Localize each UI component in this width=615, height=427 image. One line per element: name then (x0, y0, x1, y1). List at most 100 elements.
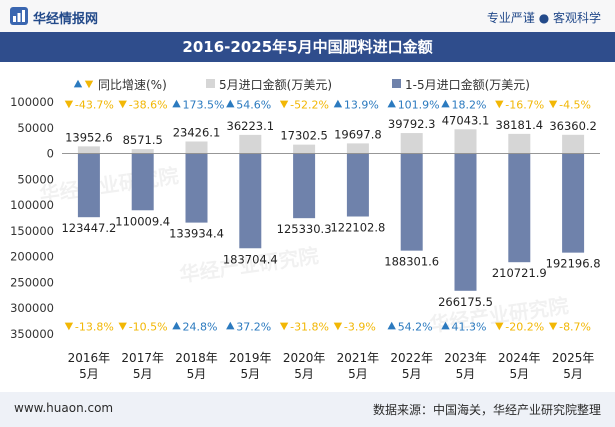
yoy-down-icon (279, 100, 289, 109)
x-tick-label: 2025年 (552, 351, 595, 365)
label-ytd-value: 125330.3 (277, 222, 332, 236)
label-yoy-may: 18.2% (452, 99, 487, 112)
label-yoy-ytd: -3.9% (344, 321, 376, 334)
x-tick-label: 2018年 (175, 351, 218, 365)
bar-may (293, 144, 316, 154)
bar-ytd (346, 153, 369, 217)
yoy-up-icon (333, 99, 343, 108)
y-tick-label: 250000 (10, 275, 54, 289)
x-tick-label: 5月 (348, 367, 368, 381)
yoy-down-icon (64, 322, 74, 331)
yoy-down-icon (333, 322, 343, 331)
bar-ytd (508, 153, 531, 263)
x-tick-label: 5月 (240, 367, 260, 381)
label-may-value: 8571.5 (123, 133, 163, 147)
footer: www.huaon.com 数据来源：中国海关，华经产业研究院整理 (0, 392, 615, 427)
yoy-down-icon (279, 322, 289, 331)
label-may-value: 38181.4 (496, 118, 544, 132)
yoy-down-icon (118, 322, 127, 331)
footer-url[interactable]: www.huaon.com (14, 401, 114, 415)
x-tick-label: 5月 (563, 367, 583, 381)
top-header: 华经情报网 专业严谨 ● 客观科学 (0, 0, 615, 32)
label-yoy-ytd: -31.8% (290, 321, 329, 334)
label-yoy-may: -16.7% (505, 99, 544, 112)
label-yoy-ytd: -8.7% (559, 321, 591, 334)
label-may-value: 36360.2 (549, 119, 597, 133)
y-tick-label: 200000 (10, 250, 54, 264)
bar-may (346, 143, 369, 154)
x-tick-label: 5月 (294, 367, 314, 381)
yoy-up-icon (226, 321, 235, 330)
label-yoy-may: 101.9% (398, 99, 440, 112)
label-may-value: 47043.1 (442, 113, 490, 127)
yoy-down-icon (495, 322, 504, 331)
label-may-value: 36223.1 (227, 119, 275, 133)
legend-ytd-label: 1-5月进口金额(万美元) (405, 77, 530, 92)
bar-may (239, 134, 262, 154)
legend-ytd-swatch (392, 79, 401, 88)
label-ytd-value: 133934.4 (169, 227, 224, 241)
label-ytd-value: 210721.9 (492, 266, 547, 280)
x-tick-label: 5月 (402, 367, 422, 381)
bar-ytd (562, 153, 585, 253)
yoy-up-icon (387, 321, 396, 330)
yoy-down-icon (495, 100, 504, 109)
label-may-value: 23426.1 (173, 125, 221, 139)
bar-ytd (131, 153, 154, 211)
bar-ytd (400, 153, 423, 251)
bar-may (131, 149, 154, 154)
label-ytd-value: 122102.8 (330, 221, 385, 235)
bar-may (77, 146, 100, 154)
label-ytd-value: 266175.5 (438, 295, 493, 309)
chart-title: 2016-2025年5月中国肥料进口金额 (0, 32, 615, 62)
label-yoy-ytd: 37.2% (236, 321, 271, 334)
yoy-up-icon (226, 99, 235, 108)
bar-ytd (454, 153, 477, 291)
bar-may (454, 129, 477, 154)
x-tick-label: 2022年 (390, 351, 433, 365)
label-yoy-may: 13.9% (344, 99, 379, 112)
label-may-value: 39792.3 (388, 117, 436, 131)
bar-may (185, 141, 208, 154)
bar-ytd (185, 153, 208, 223)
yoy-up-icon (172, 99, 181, 108)
yoy-up-icon (172, 321, 181, 330)
watermark: 华经产业研究院 (38, 163, 180, 206)
y-tick-label: 350000 (10, 327, 54, 341)
x-tick-label: 2016年 (68, 351, 111, 365)
bar-ytd (239, 153, 262, 249)
y-tick-label: 300000 (10, 301, 54, 315)
logo-icon (10, 7, 28, 25)
yoy-up-icon (441, 99, 450, 108)
x-tick-label: 2020年 (283, 351, 326, 365)
yoy-up-icon (441, 321, 450, 330)
legend-up-icon (73, 79, 83, 88)
bar-ytd (77, 153, 100, 218)
label-yoy-may: -38.6% (129, 99, 168, 112)
label-yoy-ytd: -20.2% (505, 321, 544, 334)
yoy-down-icon (64, 100, 74, 109)
label-may-value: 13952.6 (65, 130, 113, 144)
bar-may (562, 134, 585, 154)
y-tick-label: 50000 (17, 172, 54, 186)
bar-ytd (293, 153, 316, 219)
y-tick-label: 150000 (10, 224, 54, 238)
label-yoy-may: -4.5% (559, 99, 591, 112)
yoy-down-icon (548, 100, 558, 109)
bar-may (400, 133, 423, 154)
x-tick-label: 5月 (133, 367, 153, 381)
x-tick-label: 5月 (79, 367, 99, 381)
y-tick-label: 0 (47, 147, 54, 161)
x-tick-label: 2021年 (337, 351, 380, 365)
label-yoy-may: -43.7% (75, 99, 114, 112)
legend-may-swatch (206, 79, 215, 88)
x-tick-label: 5月 (187, 367, 207, 381)
y-tick-label: 100000 (10, 95, 54, 109)
label-yoy-ytd: -13.8% (75, 321, 114, 334)
site-name: 华经情报网 (33, 12, 99, 27)
label-ytd-value: 123447.2 (61, 221, 116, 235)
legend-yoy-label: 同比增速(%) (98, 78, 167, 92)
label-ytd-value: 192196.8 (546, 257, 601, 271)
label-ytd-value: 110009.4 (115, 214, 170, 228)
